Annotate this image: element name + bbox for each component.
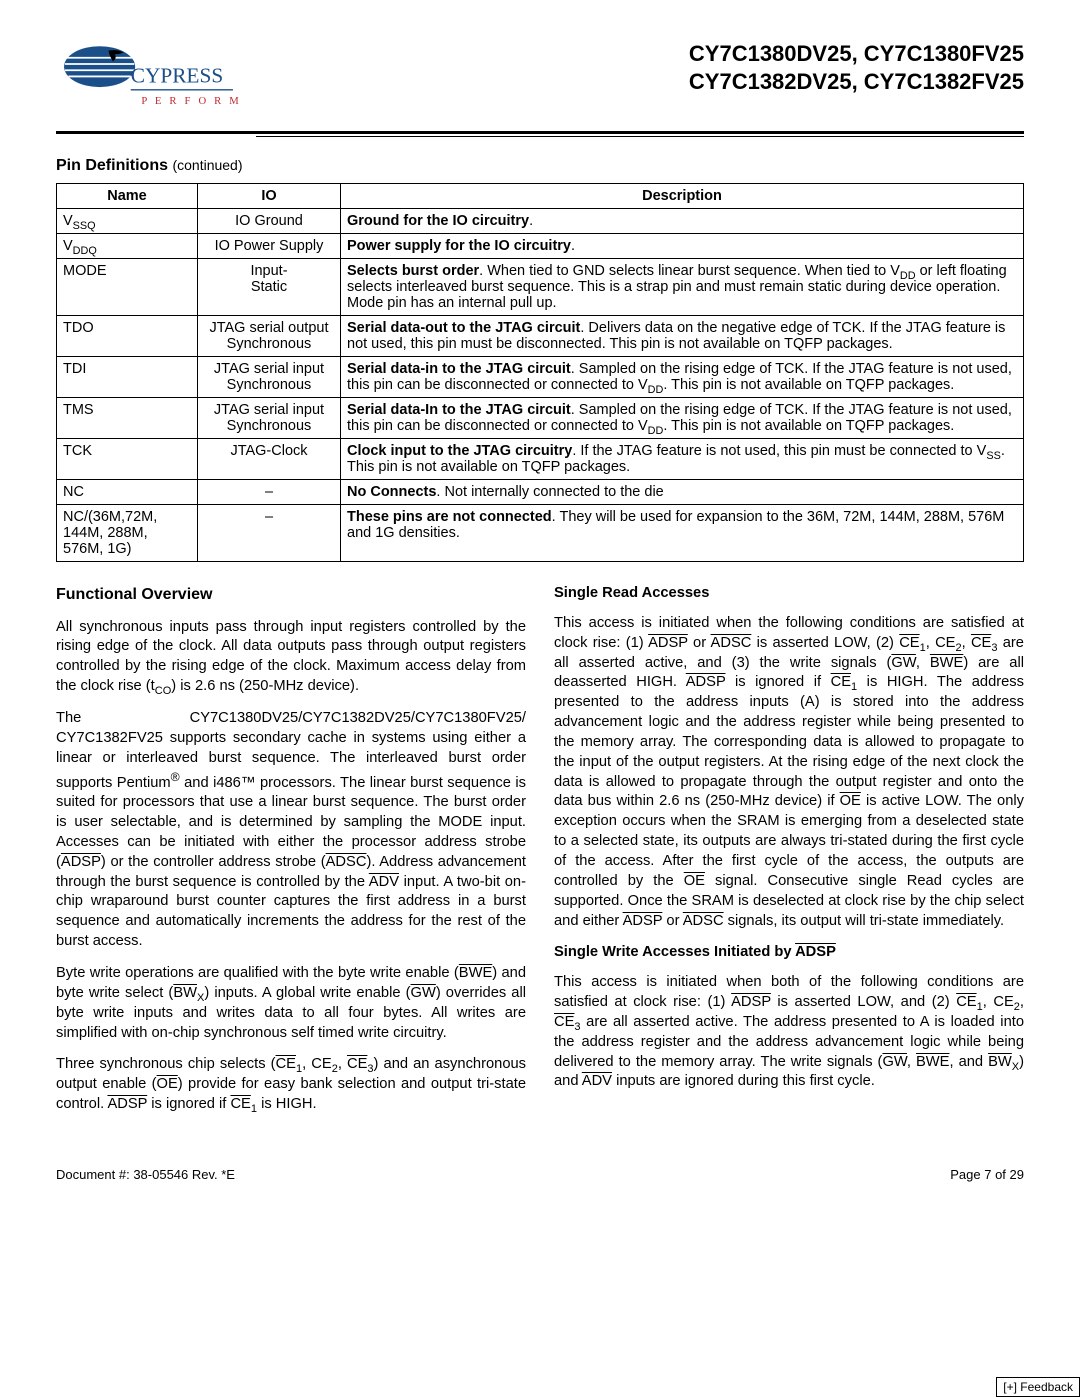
cell-name: NC/(36M,72M, 144M, 288M, 576M, 1G): [57, 505, 198, 562]
table-row: TDIJTAG serial inputSynchronousSerial da…: [57, 357, 1024, 398]
cell-description: Selects burst order. When tied to GND se…: [341, 259, 1024, 316]
single-write-para: This access is initiated when both of th…: [554, 973, 1024, 1092]
cell-name: NC: [57, 480, 198, 505]
table-row: VDDQIO Power SupplyPower supply for the …: [57, 234, 1024, 259]
body-paragraph: The CY7C1380DV25/CY7C1382DV25/CY7C1380FV…: [56, 709, 526, 952]
svg-text:CYPRESS: CYPRESS: [131, 64, 223, 88]
table-row: MODEInput-StaticSelects burst order. Whe…: [57, 259, 1024, 316]
functional-overview-heading: Functional Overview: [56, 584, 526, 606]
single-read-heading: Single Read Accesses: [554, 584, 1024, 604]
table-row: NC/(36M,72M, 144M, 288M, 576M, 1G)–These…: [57, 505, 1024, 562]
body-paragraph: Byte write operations are qualified with…: [56, 964, 526, 1043]
cell-name: MODE: [57, 259, 198, 316]
section-heading: Pin Definitions (continued): [56, 157, 1024, 175]
cell-io: Input-Static: [198, 259, 341, 316]
table-row: VSSQIO GroundGround for the IO circuitry…: [57, 209, 1024, 234]
page-header: CYPRESS P E R F O R M CY7C1380DV25, CY7C…: [56, 40, 1024, 123]
cell-name: TMS: [57, 398, 198, 439]
table-row: NC–No Connects. Not internally connected…: [57, 480, 1024, 505]
page-number: Page 7 of 29: [950, 1167, 1024, 1182]
cell-io: JTAG-Clock: [198, 439, 341, 480]
cell-name: TDI: [57, 357, 198, 398]
cell-description: Serial data-In to the JTAG circuit. Samp…: [341, 398, 1024, 439]
left-column: Functional Overview All synchronous inpu…: [56, 584, 526, 1127]
single-write-heading: Single Write Accesses Initiated by ADSP: [554, 943, 1024, 963]
cell-io: JTAG serial outputSynchronous: [198, 316, 341, 357]
feedback-button[interactable]: [+] Feedback: [996, 1377, 1080, 1397]
cypress-logo-icon: CYPRESS P E R F O R M: [56, 40, 241, 120]
cell-io: IO Power Supply: [198, 234, 341, 259]
svg-text:P E R F O R M: P E R F O R M: [141, 96, 241, 107]
cell-description: Serial data-out to the JTAG circuit. Del…: [341, 316, 1024, 357]
body-columns: Functional Overview All synchronous inpu…: [56, 584, 1024, 1127]
body-paragraph: All synchronous inputs pass through inpu…: [56, 618, 526, 697]
table-row: TCKJTAG-ClockClock input to the JTAG cir…: [57, 439, 1024, 480]
col-header-name: Name: [57, 184, 198, 209]
right-column: Single Read Accesses This access is init…: [554, 584, 1024, 1127]
logo-block: CYPRESS P E R F O R M: [56, 40, 256, 123]
cell-description: Ground for the IO circuitry.: [341, 209, 1024, 234]
cell-io: JTAG serial inputSynchronous: [198, 398, 341, 439]
doc-number: Document #: 38-05546 Rev. *E: [56, 1167, 235, 1182]
part-numbers: CY7C1380DV25, CY7C1380FV25 CY7C1382DV25,…: [689, 40, 1024, 95]
datasheet-page: CYPRESS P E R F O R M CY7C1380DV25, CY7C…: [0, 0, 1080, 1212]
cell-io: –: [198, 480, 341, 505]
pin-definitions-table: Name IO Description VSSQIO GroundGround …: [56, 183, 1024, 562]
cell-description: No Connects. Not internally connected to…: [341, 480, 1024, 505]
cell-name: VSSQ: [57, 209, 198, 234]
cell-description: These pins are not connected. They will …: [341, 505, 1024, 562]
cell-description: Power supply for the IO circuitry.: [341, 234, 1024, 259]
parts-line-2: CY7C1382DV25, CY7C1382FV25: [689, 68, 1024, 96]
table-row: TMSJTAG serial inputSynchronousSerial da…: [57, 398, 1024, 439]
cell-io: –: [198, 505, 341, 562]
single-read-para: This access is initiated when the follow…: [554, 614, 1024, 932]
cell-description: Clock input to the JTAG circuitry. If th…: [341, 439, 1024, 480]
page-footer: Document #: 38-05546 Rev. *E Page 7 of 2…: [56, 1167, 1024, 1182]
cell-io: JTAG serial inputSynchronous: [198, 357, 341, 398]
table-row: TDOJTAG serial outputSynchronousSerial d…: [57, 316, 1024, 357]
section-title-text: Pin Definitions: [56, 157, 168, 174]
cell-name: TCK: [57, 439, 198, 480]
body-paragraph: Three synchronous chip selects (CE1, CE2…: [56, 1055, 526, 1115]
cell-io: IO Ground: [198, 209, 341, 234]
cell-name: VDDQ: [57, 234, 198, 259]
divider-thin: [256, 136, 1024, 137]
cell-name: TDO: [57, 316, 198, 357]
parts-line-1: CY7C1380DV25, CY7C1380FV25: [689, 40, 1024, 68]
col-header-desc: Description: [341, 184, 1024, 209]
section-continued: (continued): [172, 157, 242, 173]
col-header-io: IO: [198, 184, 341, 209]
divider-thick: [56, 131, 1024, 134]
cell-description: Serial data-in to the JTAG circuit. Samp…: [341, 357, 1024, 398]
